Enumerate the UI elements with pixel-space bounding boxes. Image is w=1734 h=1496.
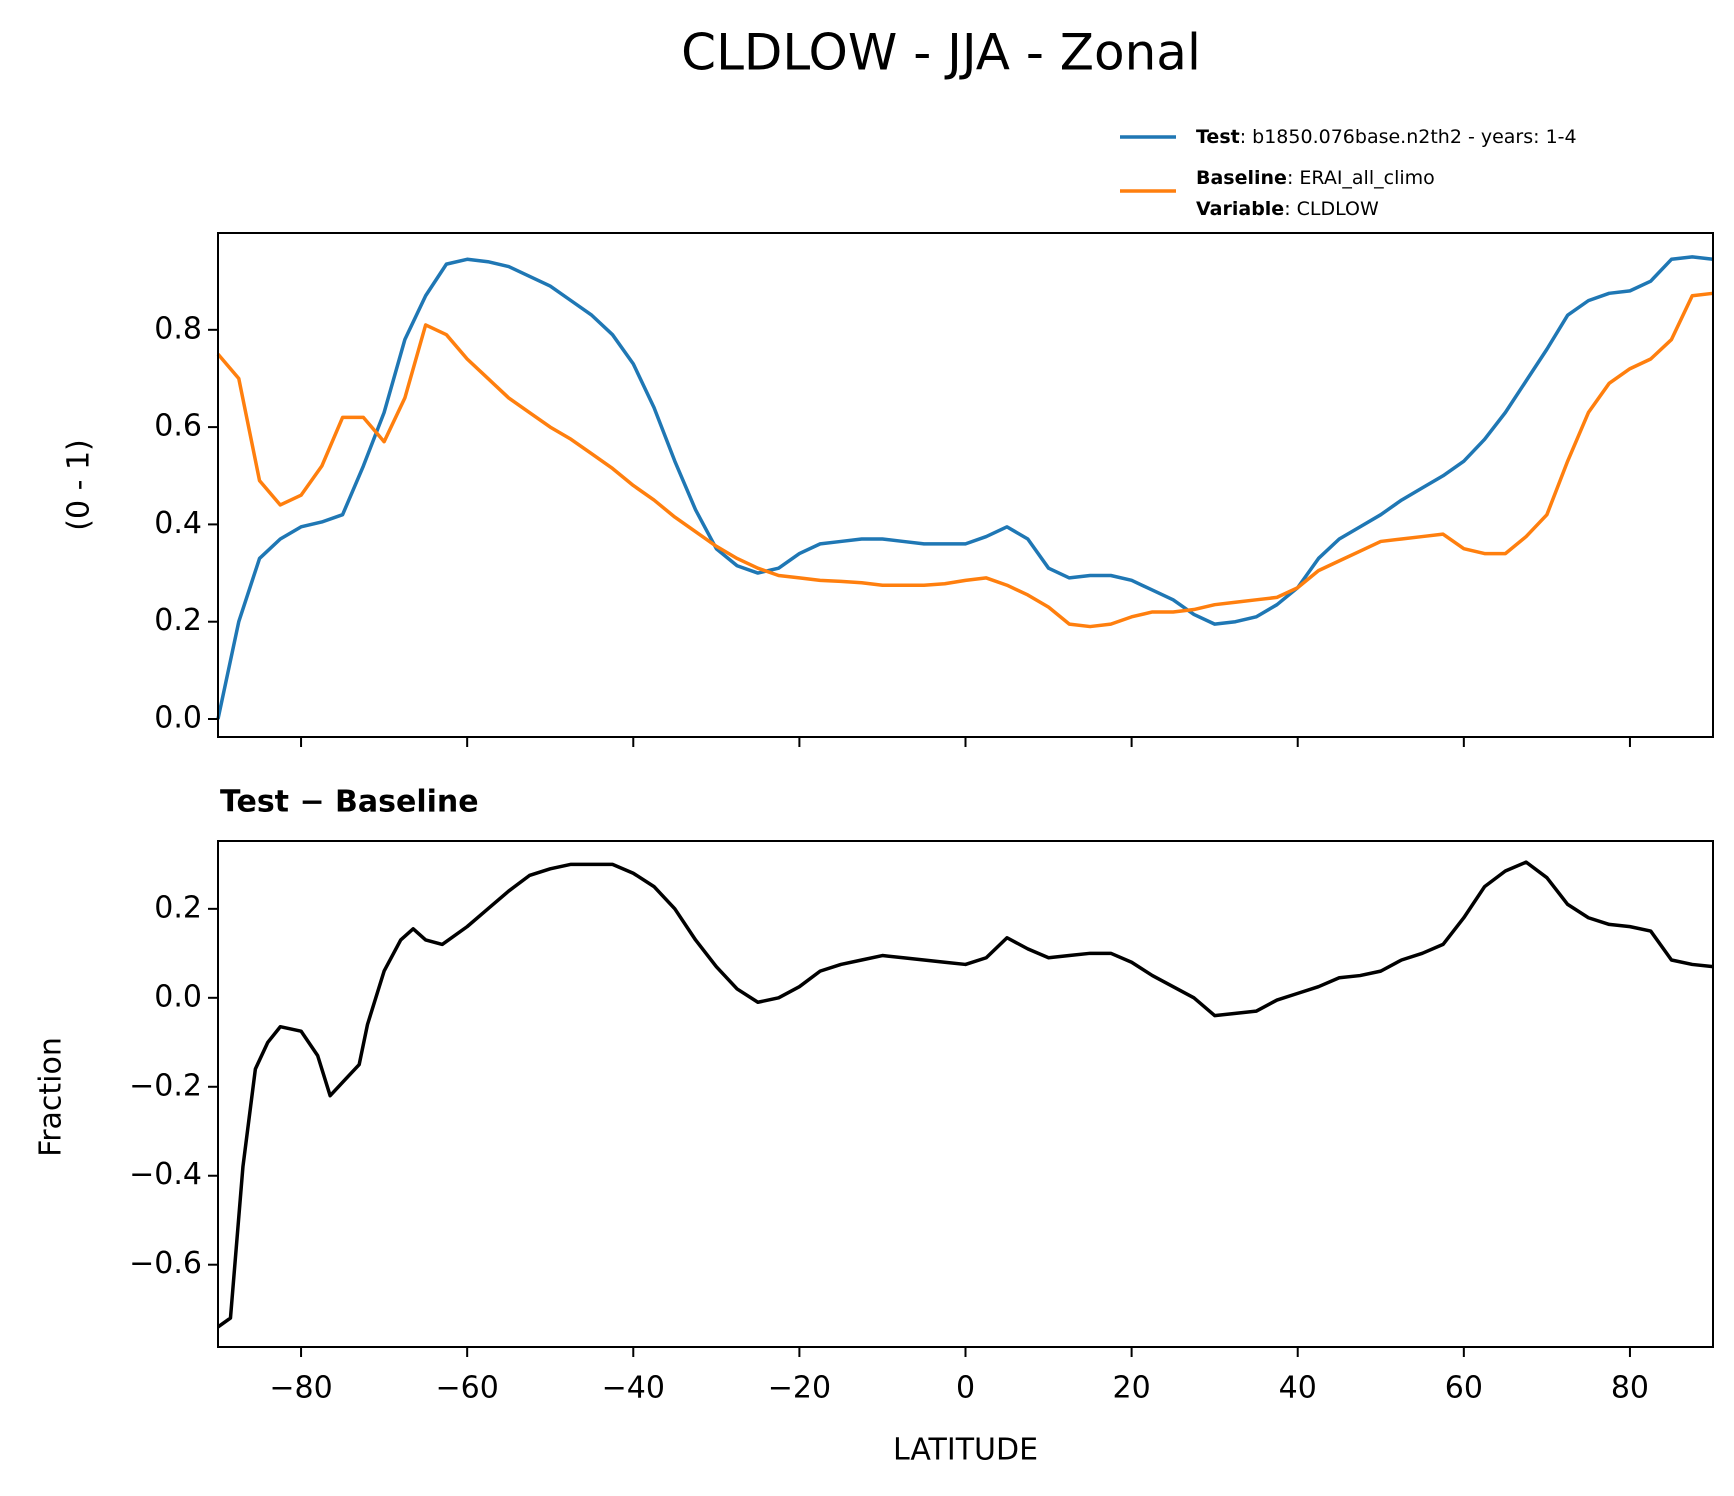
y-tick-label: 0.0 xyxy=(154,701,202,736)
y-tick-label: 0.0 xyxy=(154,979,202,1014)
x-tick-label: −80 xyxy=(269,1371,332,1406)
legend-description: : b1850.076base.n2th2 - years: 1-4 xyxy=(1240,126,1577,148)
data-line xyxy=(216,255,1714,720)
chart-title: CLDLOW - JJA - Zonal xyxy=(681,24,1201,82)
x-tick-label: 20 xyxy=(1113,1371,1151,1406)
y-tick-label: 0.2 xyxy=(154,603,202,638)
legend-label: Baseline: ERAI_all_climo xyxy=(1196,167,1435,189)
x-tick-label: 60 xyxy=(1445,1371,1483,1406)
y-tick-label: 0.6 xyxy=(154,409,202,444)
y-tick-label: 0.4 xyxy=(154,506,202,541)
plot-frame xyxy=(217,840,1714,1348)
legend-note-description: : CLDLOW xyxy=(1284,198,1379,220)
x-tick-label: 0 xyxy=(956,1371,975,1406)
legend-description: : ERAI_all_climo xyxy=(1287,167,1435,189)
y-tick-label: −0.2 xyxy=(129,1068,202,1103)
y-tick-label: 0.8 xyxy=(154,311,202,346)
x-tick-label: 80 xyxy=(1611,1371,1649,1406)
legend-label: Test: b1850.076base.n2th2 - years: 1-4 xyxy=(1196,126,1577,148)
legend-name: Test xyxy=(1196,126,1240,148)
subplot-title: Test − Baseline xyxy=(220,785,479,820)
x-tick-label: −20 xyxy=(768,1371,831,1406)
y-tick-label: −0.4 xyxy=(129,1157,202,1192)
data-line xyxy=(216,860,1714,1329)
x-tick-label: −60 xyxy=(436,1371,499,1406)
legend-note-name: Variable xyxy=(1196,198,1284,220)
legend-note: Variable: CLDLOW xyxy=(1196,198,1379,220)
y-tick-label: −0.6 xyxy=(129,1246,202,1281)
y-axis-label: Fraction xyxy=(34,1037,69,1157)
plot-frame xyxy=(217,232,1714,738)
legend-name: Baseline xyxy=(1196,167,1287,189)
y-axis-label: (0 - 1) xyxy=(62,439,97,530)
x-tick-label: 40 xyxy=(1279,1371,1317,1406)
y-tick-label: 0.2 xyxy=(154,890,202,925)
data-line xyxy=(216,291,1714,629)
x-tick-label: −40 xyxy=(602,1371,665,1406)
x-axis-label: LATITUDE xyxy=(893,1433,1038,1468)
